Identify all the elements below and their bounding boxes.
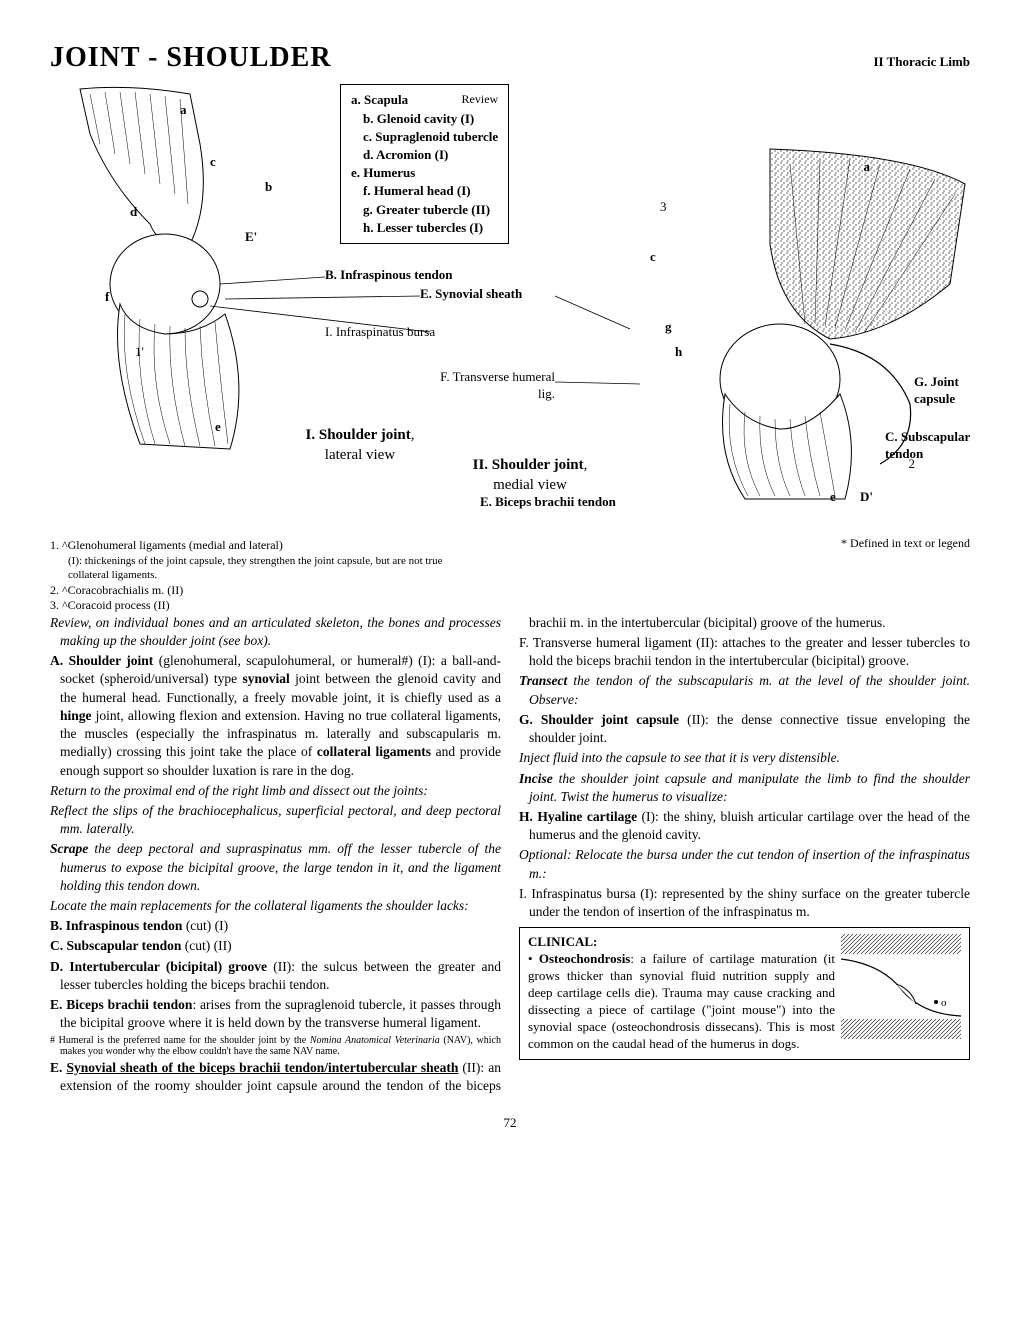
para-reflect: Reflect the slips of the brachiocephalic… — [50, 802, 501, 838]
body-text: Review, on individual bones and an artic… — [50, 614, 970, 1095]
para-incise: Incise the shoulder joint capsule and ma… — [519, 770, 970, 806]
lateral-view-illustration: a c b d E' f 1' e I. Shoulder joint, lat… — [50, 84, 310, 464]
diagram-area: a c b d E' f 1' e I. Shoulder joint, lat… — [50, 84, 970, 524]
clinical-illustration: o — [841, 934, 961, 1039]
para-I: I. Infraspinatus bursa (I): represented … — [519, 885, 970, 921]
label-E-sheath: E. Synovial sheath — [420, 286, 522, 303]
label-3-med: 3 — [660, 199, 667, 216]
humeral-footnote: # Humeral is the preferred name for the … — [50, 1035, 501, 1057]
label-B-tendon: B. Infraspinous tendon — [325, 267, 453, 284]
label-c-med: c — [650, 249, 656, 266]
para-E1: E. Biceps brachii tendon: arises from th… — [50, 996, 501, 1032]
para-H: H. Hyaline cartilage (I): the shiny, blu… — [519, 808, 970, 844]
para-F: F. Transverse humeral ligament (II): att… — [519, 634, 970, 670]
svg-text:o: o — [941, 997, 947, 1009]
label-D-star: D' — [860, 489, 873, 506]
label-a-lat: a — [180, 102, 187, 119]
defined-note: * Defined in text or legend — [770, 536, 970, 552]
page-header: JOINT - SHOULDER II Thoracic Limb — [50, 40, 970, 76]
label-I-bursa: I. Infraspinatus bursa — [325, 324, 435, 341]
page-title: JOINT - SHOULDER — [50, 40, 332, 76]
para-transect: Transect the tendon of the subscapularis… — [519, 672, 970, 708]
para-locate: Locate the main replacements for the col… — [50, 897, 501, 915]
para-G: G. Shoulder joint capsule (II): the dens… — [519, 711, 970, 747]
label-G-capsule: G. Joint capsule — [914, 374, 974, 408]
para-C: C. Subscapular tendon (cut) (II) — [50, 937, 501, 955]
medial-view-title: II. Shoulder joint, medial view — [430, 456, 630, 495]
medial-view-illustration: a 3 c g h G. Joint capsule C. Subscapula… — [630, 144, 970, 504]
label-E-star: E' — [245, 229, 257, 246]
label-C-tendon: C. Subscapular tendon — [885, 429, 985, 463]
label-d-lat: d — [130, 204, 137, 221]
para-D: D. Intertubercular (bicipital) groove (I… — [50, 958, 501, 994]
label-e-lat: e — [215, 419, 221, 436]
anatomy-key-box: Review a. Scapula b. Glenoid cavity (I) … — [340, 84, 509, 244]
label-a-med: a — [864, 159, 871, 176]
clinical-box: o CLINICAL: • Osteochondrosis: a failure… — [519, 927, 970, 1059]
label-F-lig: F. Transverse humeral lig. — [435, 369, 555, 403]
label-1-lat: 1' — [135, 344, 144, 361]
para-optional: Optional: Relocate the bursa under the c… — [519, 846, 970, 882]
diagram-footnotes: 1. ^Glenohumeral ligaments (medial and l… — [50, 538, 480, 613]
label-e-med: e — [830, 489, 836, 506]
label-b-lat: b — [265, 179, 272, 196]
para-return: Return to the proximal end of the right … — [50, 782, 501, 800]
label-h-med: h — [675, 344, 682, 361]
label-g-med: g — [665, 319, 672, 336]
para-review: Review, on individual bones and an artic… — [50, 614, 501, 650]
page-number: 72 — [50, 1115, 970, 1132]
chapter-label: II Thoracic Limb — [873, 54, 970, 71]
para-inject: Inject fluid into the capsule to see tha… — [519, 749, 970, 767]
label-2-med: 2 — [909, 456, 916, 473]
para-B: B. Infraspinous tendon (cut) (I) — [50, 917, 501, 935]
label-c-lat: c — [210, 154, 216, 171]
para-scrape: Scrape the deep pectoral and supraspinat… — [50, 840, 501, 895]
para-A: A. Shoulder joint (glenohumeral, scapulo… — [50, 652, 501, 780]
label-f-lat: f — [105, 289, 109, 306]
label-E-biceps: E. Biceps brachii tendon — [480, 494, 616, 511]
